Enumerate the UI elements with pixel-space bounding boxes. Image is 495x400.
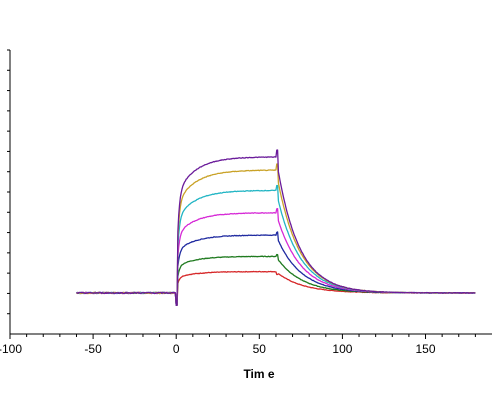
x-tick-label: 50 — [253, 342, 267, 356]
series-line — [76, 184, 476, 306]
x-tick-label: 0 — [173, 342, 180, 356]
series-line — [76, 270, 476, 307]
x-tick-label: -100 — [0, 342, 22, 356]
y-ticks — [7, 49, 10, 315]
x-axis-title: Tim e — [243, 367, 274, 381]
series-line — [76, 253, 476, 306]
x-tick-label: -50 — [84, 342, 102, 356]
series-line — [76, 231, 476, 306]
axes-layer: -100 -50 0 50 100 150 Tim e — [0, 49, 492, 381]
series-layer — [76, 149, 476, 307]
x-tick-label: 150 — [416, 342, 436, 356]
x-ticks: -100 -50 0 50 100 150 — [0, 334, 476, 356]
series-line — [76, 149, 476, 306]
x-tick-label: 100 — [332, 342, 352, 356]
